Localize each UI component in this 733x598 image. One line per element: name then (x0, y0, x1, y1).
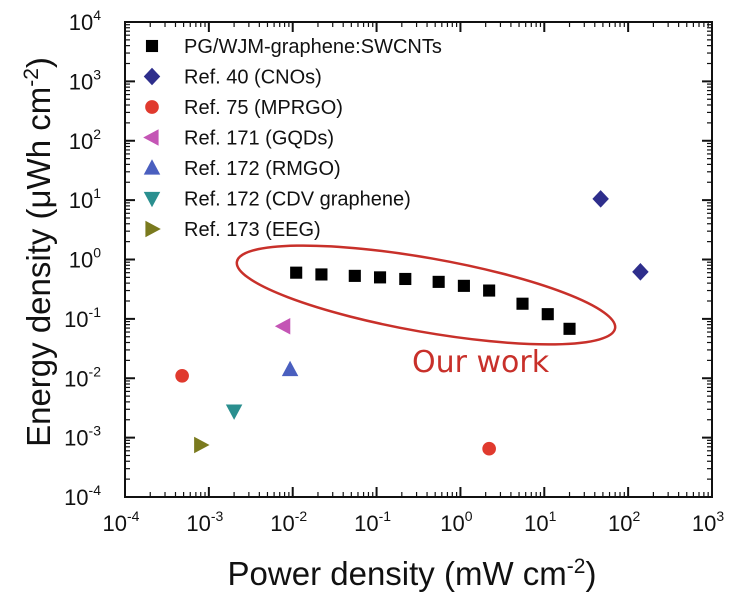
data-point-square (516, 297, 529, 310)
plot-frame (124, 21, 713, 498)
x-tick-label: 10-3 (186, 508, 223, 536)
y-axis-title: Energy density (μWh cm-2) (20, 57, 57, 447)
data-point-square (290, 266, 303, 279)
data-point-circle (482, 441, 496, 456)
y-tick-label: 104 (69, 7, 101, 35)
legend-label: Ref. 40 (CNOs) (184, 67, 322, 89)
series-5 (225, 404, 243, 420)
data-point-square (563, 322, 576, 335)
data-point-square (348, 269, 361, 282)
data-point-square (373, 271, 387, 284)
y-tick-label: 102 (69, 126, 101, 154)
data-markers (175, 190, 649, 456)
legend-marker-triangle-left (143, 129, 159, 146)
y-axis-ticks: 10-4 10-3 10-2 10-1 100 101 102 103 104 (64, 7, 712, 510)
data-point-square (483, 284, 496, 297)
annotations: Our work (235, 244, 617, 380)
legend-label: Ref. 173 (EEG) (184, 219, 321, 241)
data-point-square (541, 308, 554, 321)
x-tick-label: 102 (608, 508, 640, 536)
x-tick-label: 101 (524, 508, 556, 536)
legend: PG/WJM-graphene:SWCNTs Ref. 40 (CNOs) Ref.… (143, 36, 442, 241)
series-1 (592, 190, 649, 281)
x-tick-label: 100 (440, 508, 472, 536)
data-point-square (432, 275, 445, 288)
legend-label: PG/WJM-graphene:SWCNTs (184, 36, 442, 58)
data-point-triangle-left (274, 318, 291, 335)
x-tick-label: 103 (692, 508, 724, 536)
our-work-ellipse (235, 244, 617, 346)
x-tick-label: 10-4 (103, 508, 140, 536)
data-point-triangle-down (225, 404, 243, 420)
legend-label: Ref. 75 (MPRGO) (184, 97, 343, 119)
y-tick-label: 101 (69, 185, 101, 213)
data-point-diamond (632, 263, 649, 281)
y-tick-label: 10-1 (64, 304, 101, 332)
y-tick-label: 10-4 (64, 482, 101, 510)
y-tick-label: 100 (69, 245, 101, 273)
y-tick-label: 10-3 (64, 423, 101, 451)
data-point-diamond (592, 190, 609, 208)
y-tick-label: 10-2 (64, 363, 101, 391)
legend-marker-triangle-right (145, 220, 161, 238)
y-tick-label: 103 (69, 66, 101, 94)
data-point-triangle-up (281, 360, 299, 377)
series-6 (194, 436, 210, 454)
series-4 (281, 360, 299, 377)
series-2 (175, 368, 496, 456)
data-point-square (315, 268, 328, 281)
series-0 (290, 266, 576, 335)
legend-marker-diamond (143, 67, 161, 86)
legend-marker-square (145, 39, 159, 53)
data-point-triangle-right (194, 436, 210, 454)
data-point-square (399, 272, 412, 286)
legend-label: Ref. 172 (CDV graphene) (184, 189, 411, 211)
legend-marker-triangle-up (143, 159, 161, 175)
data-point-square (457, 279, 470, 292)
data-point-circle (175, 368, 189, 383)
plot-border (124, 21, 713, 498)
x-axis-title: Power density (mW cm-2) (228, 555, 597, 592)
x-axis-ticks: 10-4 10-3 10-2 10-1 100 101 102 103 (103, 22, 724, 536)
legend-label: Ref. 171 (GQDs) (184, 128, 334, 150)
x-tick-label: 10-2 (270, 508, 307, 536)
legend-marker-triangle-down (143, 191, 161, 208)
legend-marker-circle (145, 100, 159, 114)
legend-label: Ref. 172 (RMGO) (184, 158, 341, 180)
series-3 (274, 318, 291, 335)
our-work-label: Our work (412, 345, 550, 380)
x-tick-label: 10-1 (354, 508, 391, 536)
